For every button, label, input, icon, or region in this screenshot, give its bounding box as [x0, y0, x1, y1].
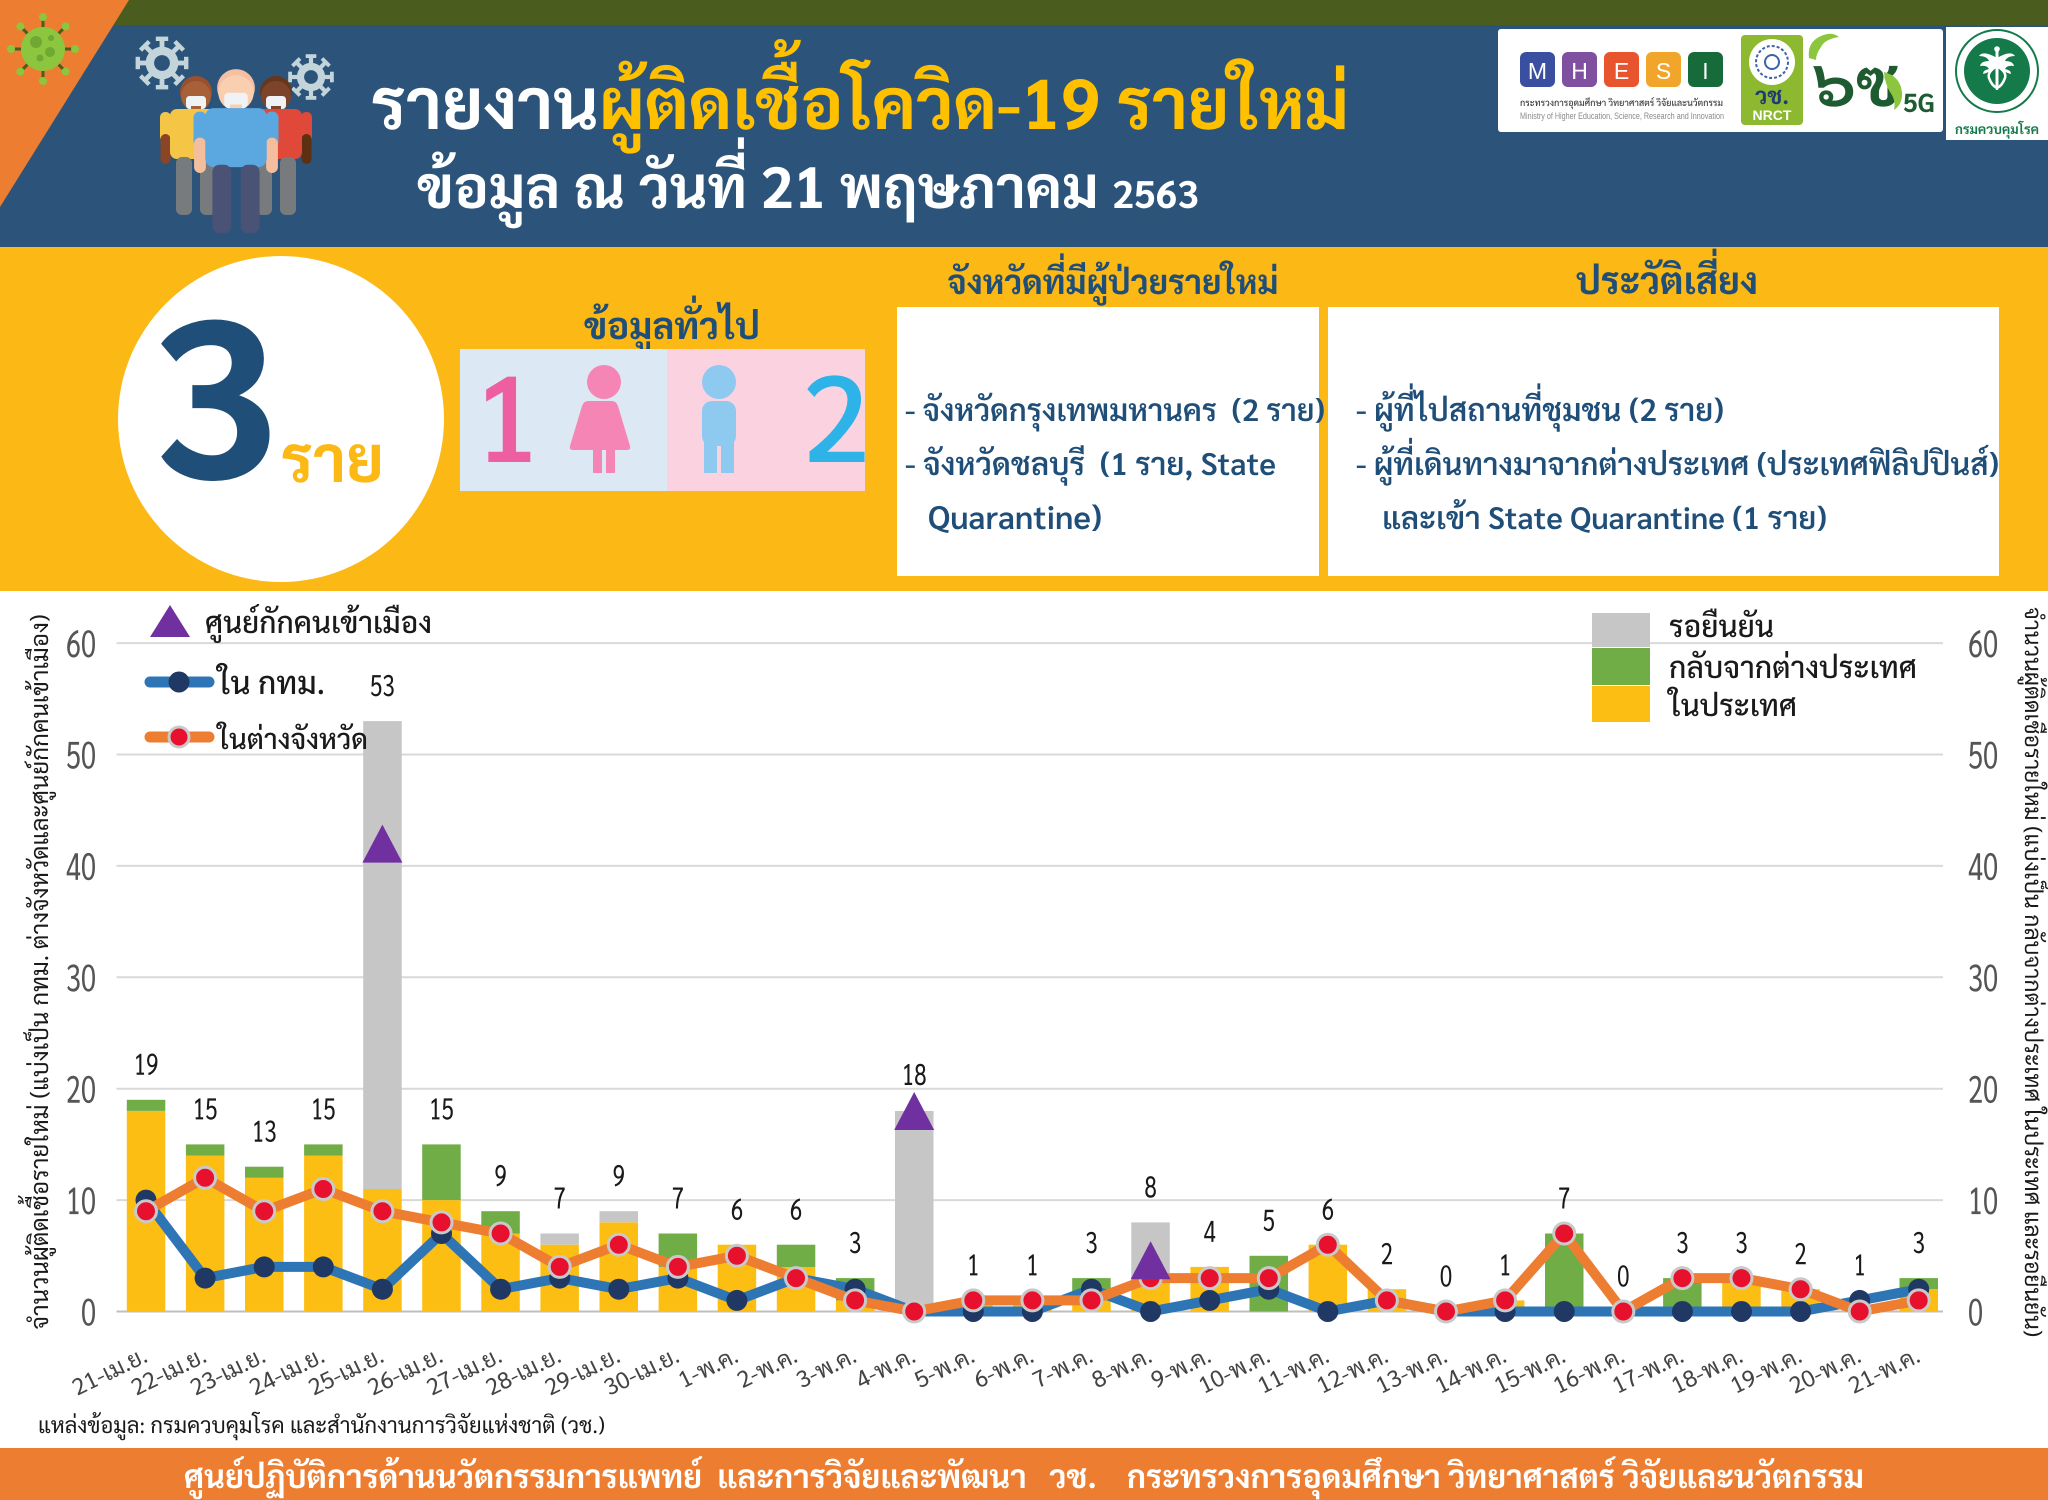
svg-text:H: H	[1571, 58, 1588, 84]
svg-text:M: M	[1528, 58, 1547, 84]
svg-text:Ministry of Higher Education,: Ministry of Higher Education, Science, R…	[1520, 111, 1724, 121]
svg-text:S: S	[1656, 58, 1671, 84]
svg-text:NRCT: NRCT	[1753, 107, 1792, 123]
svg-text:E: E	[1614, 58, 1629, 84]
svg-text:I: I	[1702, 58, 1708, 84]
